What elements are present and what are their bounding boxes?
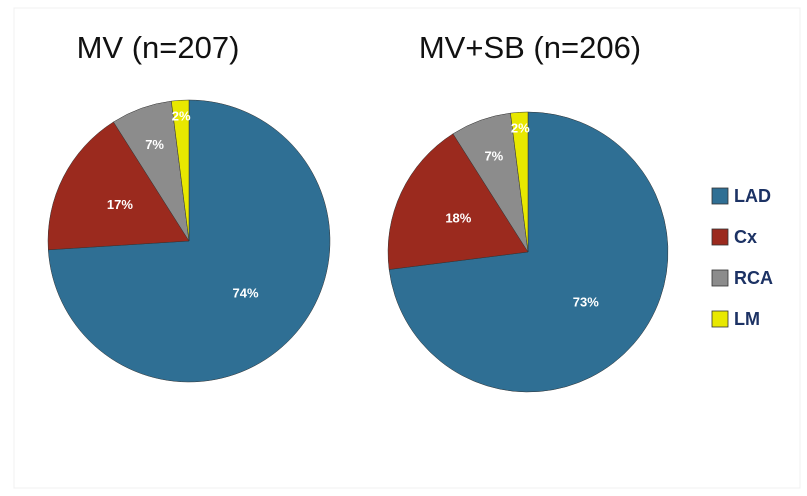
data-label: 7% [484, 149, 503, 164]
legend-swatch [711, 310, 729, 328]
data-label: 74% [233, 286, 259, 301]
data-label: 73% [573, 294, 599, 309]
data-label: 7% [145, 137, 164, 152]
data-label: 2% [172, 109, 191, 124]
legend-swatch [711, 269, 729, 287]
pie-slice [47, 121, 190, 251]
legend-label: RCA [734, 268, 773, 288]
chart-title: MV+SB (n=206) [419, 30, 641, 65]
pie-slice [387, 133, 529, 270]
data-label: 18% [445, 211, 471, 226]
frame [13, 7, 801, 489]
legend-swatch [711, 228, 729, 246]
legend-label: LM [734, 309, 760, 329]
data-label: 17% [107, 197, 133, 212]
pie-slice [171, 99, 190, 242]
legend-swatch [711, 187, 729, 205]
pie-slice [388, 111, 669, 393]
chart-title: MV (n=207) [77, 30, 240, 65]
pie-slice [510, 111, 529, 253]
data-label: 2% [511, 120, 530, 135]
legend-label: Cx [734, 227, 757, 247]
legend-label: LAD [734, 186, 771, 206]
